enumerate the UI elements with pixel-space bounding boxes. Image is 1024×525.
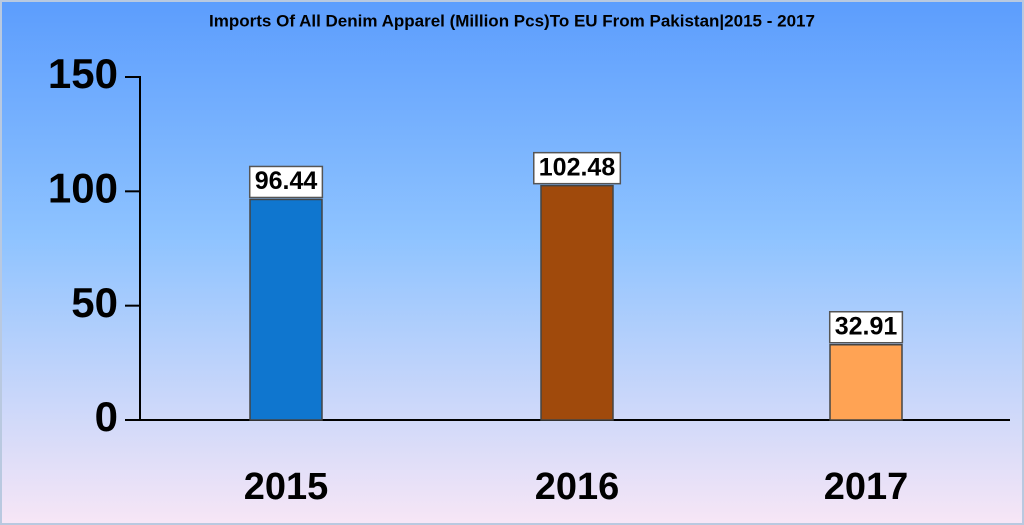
y-tick-label: 150 (48, 50, 118, 97)
value-label: 102.48 (539, 153, 616, 181)
y-tick-label: 0 (95, 393, 118, 440)
bar (249, 198, 323, 421)
value-label: 32.91 (835, 312, 898, 340)
chart-title: Imports Of All Denim Apparel (Million Pc… (209, 11, 815, 30)
value-label-box (533, 151, 622, 185)
x-tick-label: 2016 (535, 466, 620, 508)
y-tick-label: 100 (48, 164, 118, 211)
value-label-box (828, 310, 904, 344)
bar (540, 184, 614, 421)
value-label-box (248, 165, 324, 199)
value-label: 96.44 (255, 167, 318, 195)
x-tick-label: 2015 (244, 466, 329, 508)
y-tick-label: 50 (71, 279, 118, 326)
bar (829, 343, 903, 421)
x-tick-label: 2017 (824, 466, 909, 508)
